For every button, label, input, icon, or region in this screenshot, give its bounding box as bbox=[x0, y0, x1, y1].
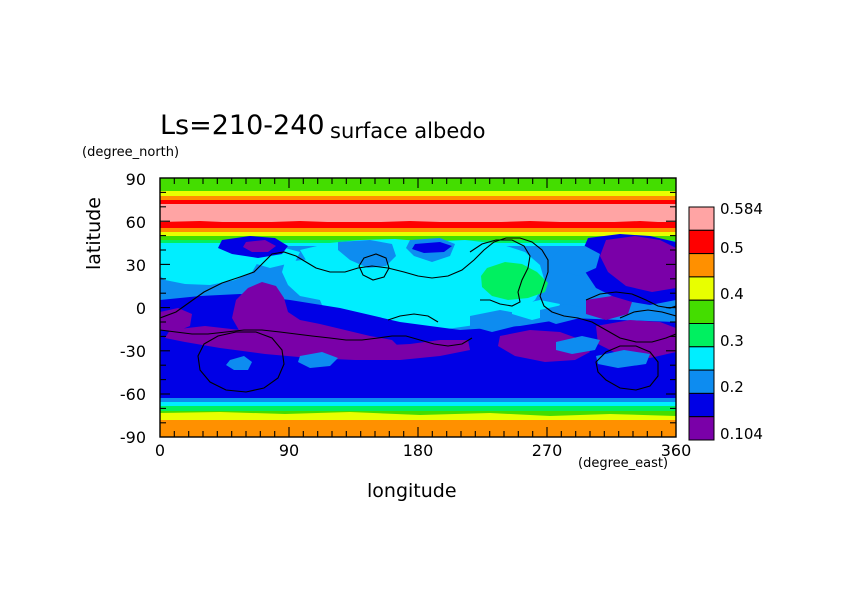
y-tick-label: 30 bbox=[125, 256, 146, 275]
plot-axes-frame bbox=[159, 177, 677, 438]
colorbar-tick-label: 0.104 bbox=[720, 425, 763, 443]
plot-title-sub: surface albedo bbox=[330, 119, 486, 143]
x-tick-label: 180 bbox=[402, 441, 434, 460]
colorbar-tick-label: 0.4 bbox=[720, 285, 744, 303]
y-tick-label: 60 bbox=[125, 213, 146, 232]
plot-title-main: Ls=210-240 bbox=[160, 110, 325, 141]
y-tick-label: -60 bbox=[119, 385, 146, 404]
colorbar-tick-label: 0.5 bbox=[720, 239, 744, 257]
albedo-field bbox=[160, 178, 676, 437]
y-tick-label: -30 bbox=[119, 342, 146, 361]
x-tick-label: 0 bbox=[154, 441, 166, 460]
colorbar-tick-label: 0.584 bbox=[720, 200, 763, 218]
colorbar-tick-label: 0.2 bbox=[720, 378, 744, 396]
y-tick-label: -90 bbox=[119, 428, 146, 447]
y-axis-units: (degree_north) bbox=[82, 145, 180, 160]
y-tick-label: 90 bbox=[125, 170, 146, 189]
colorbar-tick-label: 0.3 bbox=[720, 332, 744, 350]
colorbar bbox=[688, 206, 715, 441]
x-tick-label: 270 bbox=[531, 441, 563, 460]
y-tick-label: 0 bbox=[135, 299, 146, 318]
x-tick-label: 360 bbox=[660, 441, 692, 460]
x-tick-label: 90 bbox=[278, 441, 300, 460]
x-axis-label: longitude bbox=[367, 480, 457, 502]
x-axis-units: (degree_east) bbox=[578, 456, 669, 471]
